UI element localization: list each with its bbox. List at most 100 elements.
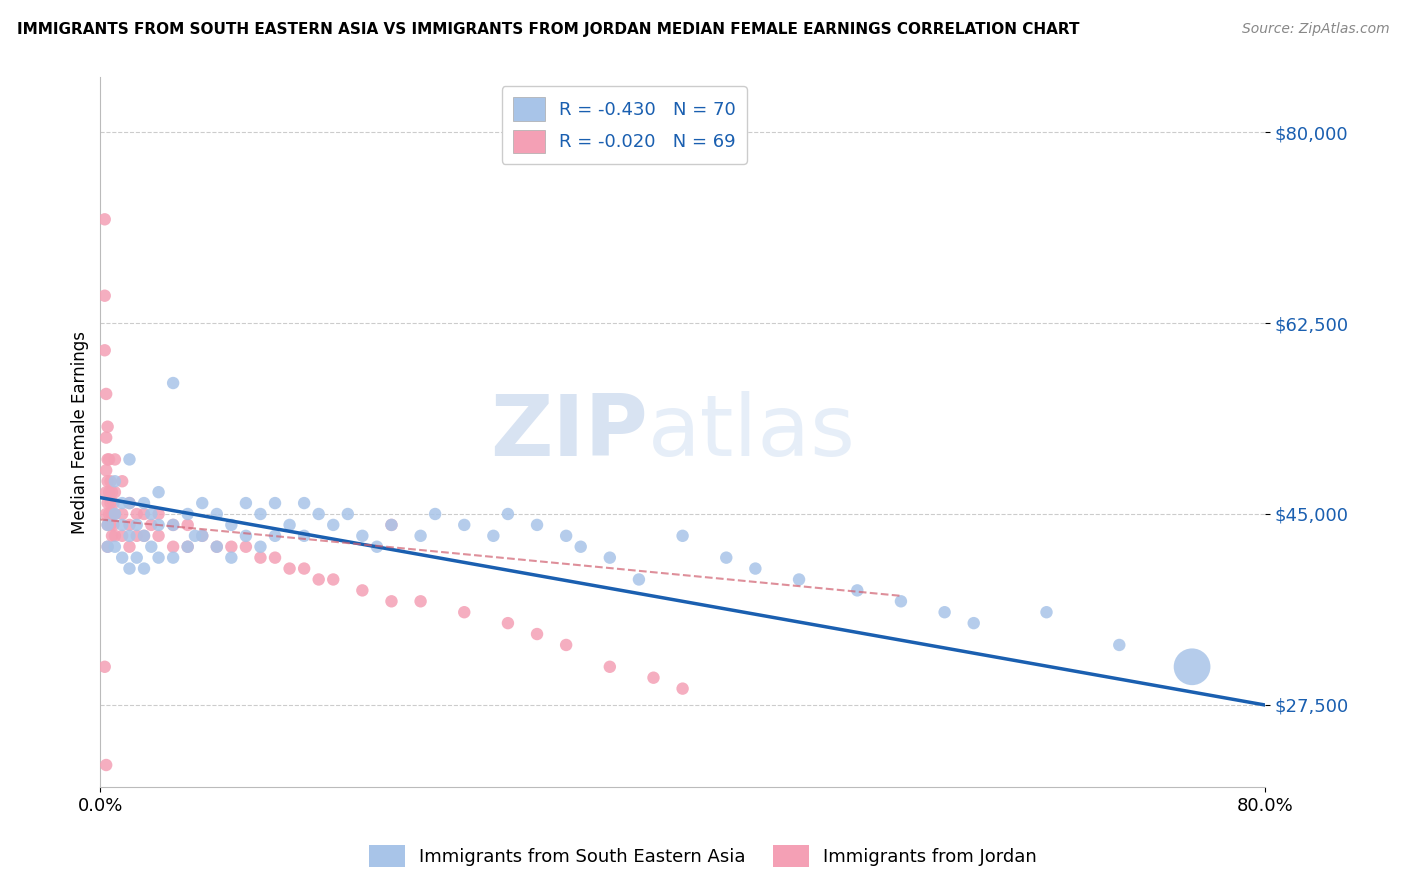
Point <box>98 485 121 500</box>
Point <box>423 507 446 521</box>
Point <box>111 550 134 565</box>
Point <box>100 475 122 489</box>
Point <box>162 517 184 532</box>
Point <box>235 496 257 510</box>
Point <box>98 507 121 521</box>
Text: IMMIGRANTS FROM SOUTH EASTERN ASIA VS IMMIGRANTS FROM JORDAN MEDIAN FEMALE EARNI: IMMIGRANTS FROM SOUTH EASTERN ASIA VS IM… <box>17 22 1080 37</box>
Point <box>380 594 402 608</box>
Point <box>148 507 170 521</box>
Point <box>205 540 228 554</box>
Point <box>132 529 155 543</box>
Point <box>221 517 243 532</box>
Point <box>162 540 184 554</box>
Point <box>93 212 115 227</box>
Point <box>336 507 359 521</box>
Point <box>100 517 122 532</box>
Point <box>111 475 134 489</box>
Point <box>148 485 170 500</box>
Point <box>599 550 621 565</box>
Point <box>118 496 141 510</box>
Legend: R = -0.430   N = 70, R = -0.020   N = 69: R = -0.430 N = 70, R = -0.020 N = 69 <box>502 87 747 163</box>
Point <box>148 550 170 565</box>
Point <box>292 496 315 510</box>
Point <box>787 573 810 587</box>
Point <box>555 638 578 652</box>
Point <box>191 529 214 543</box>
Point <box>1181 660 1204 674</box>
Point <box>93 289 115 303</box>
Point <box>97 419 120 434</box>
Point <box>205 540 228 554</box>
Point <box>96 431 118 445</box>
Point <box>96 387 118 401</box>
Point <box>141 540 163 554</box>
Point <box>409 594 432 608</box>
Point <box>111 529 134 543</box>
Point <box>453 605 475 619</box>
Point <box>162 517 184 532</box>
Point <box>249 507 271 521</box>
Point <box>101 529 124 543</box>
Point <box>132 529 155 543</box>
Point <box>526 627 548 641</box>
Point <box>453 517 475 532</box>
Point <box>97 496 120 510</box>
Point <box>671 681 693 696</box>
Point <box>221 550 243 565</box>
Legend: Immigrants from South Eastern Asia, Immigrants from Jordan: Immigrants from South Eastern Asia, Immi… <box>361 838 1045 874</box>
Point <box>132 496 155 510</box>
Point <box>97 475 120 489</box>
Point <box>322 573 344 587</box>
Point <box>352 529 374 543</box>
Point <box>118 529 141 543</box>
Point <box>482 529 505 543</box>
Point <box>191 496 214 510</box>
Point <box>292 529 315 543</box>
Point <box>97 452 120 467</box>
Point <box>278 517 301 532</box>
Point <box>101 507 124 521</box>
Point <box>118 561 141 575</box>
Point <box>132 507 155 521</box>
Point <box>249 550 271 565</box>
Point <box>176 507 198 521</box>
Point <box>148 529 170 543</box>
Point <box>643 671 665 685</box>
Point <box>111 517 134 532</box>
Point <box>846 583 869 598</box>
Point <box>104 452 127 467</box>
Point <box>627 573 650 587</box>
Point <box>125 507 148 521</box>
Point <box>235 540 257 554</box>
Point <box>1035 605 1057 619</box>
Point <box>176 517 198 532</box>
Point <box>103 517 125 532</box>
Point <box>308 573 330 587</box>
Point <box>103 496 125 510</box>
Point <box>125 517 148 532</box>
Point <box>97 540 120 554</box>
Point <box>409 529 432 543</box>
Point <box>744 561 766 575</box>
Point <box>191 529 214 543</box>
Point <box>184 529 207 543</box>
Point <box>104 507 127 521</box>
Point <box>97 517 120 532</box>
Point <box>526 517 548 532</box>
Point <box>125 529 148 543</box>
Point <box>264 529 287 543</box>
Point <box>141 507 163 521</box>
Point <box>118 496 141 510</box>
Point <box>249 540 271 554</box>
Point <box>125 550 148 565</box>
Point <box>104 529 127 543</box>
Point <box>176 540 198 554</box>
Point <box>104 475 127 489</box>
Point <box>96 507 118 521</box>
Text: ZIP: ZIP <box>489 391 648 474</box>
Point <box>132 561 155 575</box>
Point <box>97 517 120 532</box>
Point <box>292 561 315 575</box>
Point <box>322 517 344 532</box>
Point <box>671 529 693 543</box>
